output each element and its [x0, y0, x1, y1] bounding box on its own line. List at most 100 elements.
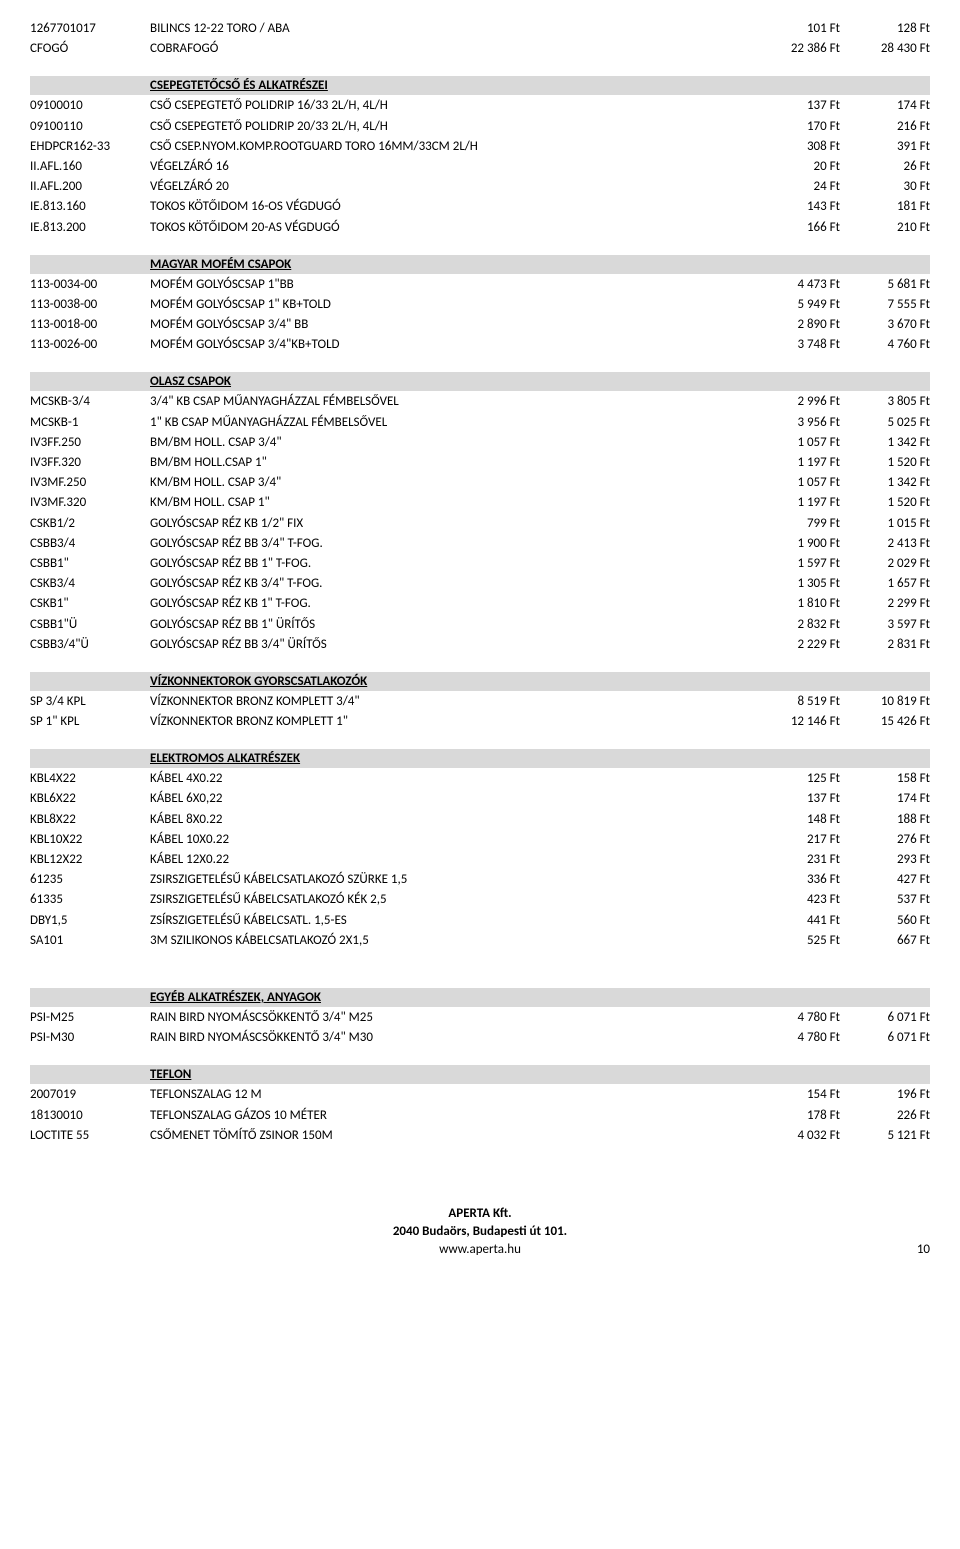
item-price-2: 3 670 Ft	[840, 316, 930, 334]
item-price-2: 3 805 Ft	[840, 393, 930, 411]
table-row: IE.813.160TOKOS KÖTŐIDOM 16-OS VÉGDUGÓ14…	[30, 198, 930, 216]
section-header: EGYÉB ALKATRÉSZEK, ANYAGOK	[30, 988, 930, 1007]
table-row: SP 1" KPLVÍZKONNEKTOR BRONZ KOMPLETT 1"1…	[30, 713, 930, 731]
item-description: GOLYÓSCSAP RÉZ BB 1" ÜRÍTŐS	[150, 616, 750, 634]
item-price-1: 2 229 Ft	[750, 636, 840, 654]
section-header: OLASZ CSAPOK	[30, 372, 930, 391]
section-header: ELEKTROMOS ALKATRÉSZEK	[30, 749, 930, 768]
table-row: II.AFL.160VÉGELZÁRÓ 1620 Ft26 Ft	[30, 158, 930, 176]
table-row: CSKB3/4GOLYÓSCSAP RÉZ KB 3/4" T-FOG.1 30…	[30, 575, 930, 593]
table-row: IV3FF.320BM/BM HOLL.CSAP 1"1 197 Ft1 520…	[30, 454, 930, 472]
item-price-1: 4 780 Ft	[750, 1029, 840, 1047]
item-description: TOKOS KÖTŐIDOM 16-OS VÉGDUGÓ	[150, 198, 750, 216]
table-row: SA1013M SZILIKONOS KÁBELCSATLAKOZÓ 2X1,5…	[30, 932, 930, 950]
item-price-2: 26 Ft	[840, 158, 930, 176]
item-price-1: 525 Ft	[750, 932, 840, 950]
table-row: 61235ZSIRSZIGETELÉSŰ KÁBELCSATLAKOZÓ SZÜ…	[30, 871, 930, 889]
item-code: MCSKB-1	[30, 414, 150, 432]
item-price-2: 2 413 Ft	[840, 535, 930, 553]
item-price-1: 137 Ft	[750, 97, 840, 115]
item-description: ZSIRSZIGETELÉSŰ KÁBELCSATLAKOZÓ KÉK 2,5	[150, 891, 750, 909]
item-code: 113-0034-00	[30, 276, 150, 294]
item-description: KM/BM HOLL. CSAP 1"	[150, 494, 750, 512]
item-price-2: 1 015 Ft	[840, 515, 930, 533]
item-code: MCSKB-3/4	[30, 393, 150, 411]
item-price-1: 24 Ft	[750, 178, 840, 196]
section-header: TEFLON	[30, 1065, 930, 1084]
table-row: 113-0034-00MOFÉM GOLYÓSCSAP 1"BB4 473 Ft…	[30, 276, 930, 294]
item-price-2: 1 520 Ft	[840, 494, 930, 512]
item-description: RAIN BIRD NYOMÁSCSÖKKENTŐ 3/4" M30	[150, 1029, 750, 1047]
table-row: IV3MF.320KM/BM HOLL. CSAP 1"1 197 Ft1 52…	[30, 494, 930, 512]
item-code: PSI-M25	[30, 1009, 150, 1027]
table-row: SP 3/4 KPLVÍZKONNEKTOR BRONZ KOMPLETT 3/…	[30, 693, 930, 711]
item-description: 3M SZILIKONOS KÁBELCSATLAKOZÓ 2X1,5	[150, 932, 750, 950]
item-price-1: 1 305 Ft	[750, 575, 840, 593]
item-description: TOKOS KÖTŐIDOM 20-AS VÉGDUGÓ	[150, 219, 750, 237]
table-row: 113-0026-00MOFÉM GOLYÓSCSAP 3/4"KB+TOLD3…	[30, 336, 930, 354]
item-code: SP 1" KPL	[30, 713, 150, 731]
item-code: CSKB1/2	[30, 515, 150, 533]
item-price-2: 4 760 Ft	[840, 336, 930, 354]
table-row: CFOGÓCOBRAFOGÓ22 386 Ft28 430 Ft	[30, 40, 930, 58]
section-header: CSEPEGTETŐCSŐ ÉS ALKATRÉSZEI	[30, 76, 930, 95]
item-description: VÉGELZÁRÓ 20	[150, 178, 750, 196]
item-price-2: 427 Ft	[840, 871, 930, 889]
item-price-1: 8 519 Ft	[750, 693, 840, 711]
table-row: IV3FF.250BM/BM HOLL. CSAP 3/4"1 057 Ft1 …	[30, 434, 930, 452]
item-code: 113-0018-00	[30, 316, 150, 334]
item-description: VÍZKONNEKTOR BRONZ KOMPLETT 3/4"	[150, 693, 750, 711]
item-description: GOLYÓSCSAP RÉZ BB 1" T-FOG.	[150, 555, 750, 573]
item-code: KBL6X22	[30, 790, 150, 808]
item-price-2: 1 342 Ft	[840, 474, 930, 492]
item-description: MOFÉM GOLYÓSCSAP 3/4"KB+TOLD	[150, 336, 750, 354]
item-price-2: 667 Ft	[840, 932, 930, 950]
table-row: PSI-M30RAIN BIRD NYOMÁSCSÖKKENTŐ 3/4" M3…	[30, 1029, 930, 1047]
table-row: II.AFL.200VÉGELZÁRÓ 2024 Ft30 Ft	[30, 178, 930, 196]
item-code: KBL8X22	[30, 811, 150, 829]
table-row: CSBB1"ÜGOLYÓSCSAP RÉZ BB 1" ÜRÍTŐS2 832 …	[30, 616, 930, 634]
item-price-1: 308 Ft	[750, 138, 840, 156]
item-price-1: 2 890 Ft	[750, 316, 840, 334]
item-price-1: 154 Ft	[750, 1086, 840, 1104]
item-code: CSBB3/4"Ü	[30, 636, 150, 654]
item-description: ZSÍRSZIGETELÉSŰ KÁBELCSATL. 1,5-ES	[150, 912, 750, 930]
section-header: MAGYAR MOFÉM CSAPOK	[30, 255, 930, 274]
item-price-1: 423 Ft	[750, 891, 840, 909]
table-row: 09100110CSŐ CSEPEGTETŐ POLIDRIP 20/33 2L…	[30, 118, 930, 136]
item-price-2: 158 Ft	[840, 770, 930, 788]
item-description: KÁBEL 10X0.22	[150, 831, 750, 849]
item-price-2: 128 Ft	[840, 20, 930, 38]
item-price-1: 166 Ft	[750, 219, 840, 237]
item-price-1: 1 197 Ft	[750, 454, 840, 472]
table-row: 113-0038-00MOFÉM GOLYÓSCSAP 1" KB+TOLD5 …	[30, 296, 930, 314]
item-price-2: 537 Ft	[840, 891, 930, 909]
item-price-1: 4 780 Ft	[750, 1009, 840, 1027]
item-price-2: 1 342 Ft	[840, 434, 930, 452]
item-code: SP 3/4 KPL	[30, 693, 150, 711]
item-description: GOLYÓSCSAP RÉZ BB 3/4" T-FOG.	[150, 535, 750, 553]
item-price-2: 6 071 Ft	[840, 1009, 930, 1027]
item-code: 61235	[30, 871, 150, 889]
item-price-1: 22 386 Ft	[750, 40, 840, 58]
table-row: CSKB1/2GOLYÓSCSAP RÉZ KB 1/2" FIX799 Ft1…	[30, 515, 930, 533]
item-code: IV3MF.250	[30, 474, 150, 492]
item-code: 113-0038-00	[30, 296, 150, 314]
item-description: GOLYÓSCSAP RÉZ BB 3/4" ÜRÍTŐS	[150, 636, 750, 654]
item-price-1: 2 996 Ft	[750, 393, 840, 411]
item-code: II.AFL.200	[30, 178, 150, 196]
item-code: 2007019	[30, 1086, 150, 1104]
item-price-2: 181 Ft	[840, 198, 930, 216]
table-row: KBL10X22KÁBEL 10X0.22217 Ft276 Ft	[30, 831, 930, 849]
item-price-2: 391 Ft	[840, 138, 930, 156]
item-code: IV3FF.250	[30, 434, 150, 452]
item-description: KÁBEL 8X0.22	[150, 811, 750, 829]
item-description: BM/BM HOLL.CSAP 1"	[150, 454, 750, 472]
item-price-2: 2 831 Ft	[840, 636, 930, 654]
item-description: MOFÉM GOLYÓSCSAP 3/4" BB	[150, 316, 750, 334]
item-description: KÁBEL 4X0.22	[150, 770, 750, 788]
item-code: 09100110	[30, 118, 150, 136]
item-description: GOLYÓSCSAP RÉZ KB 1" T-FOG.	[150, 595, 750, 613]
item-price-1: 137 Ft	[750, 790, 840, 808]
item-description: CSŐ CSEPEGTETŐ POLIDRIP 16/33 2L/H, 4L/H	[150, 97, 750, 115]
